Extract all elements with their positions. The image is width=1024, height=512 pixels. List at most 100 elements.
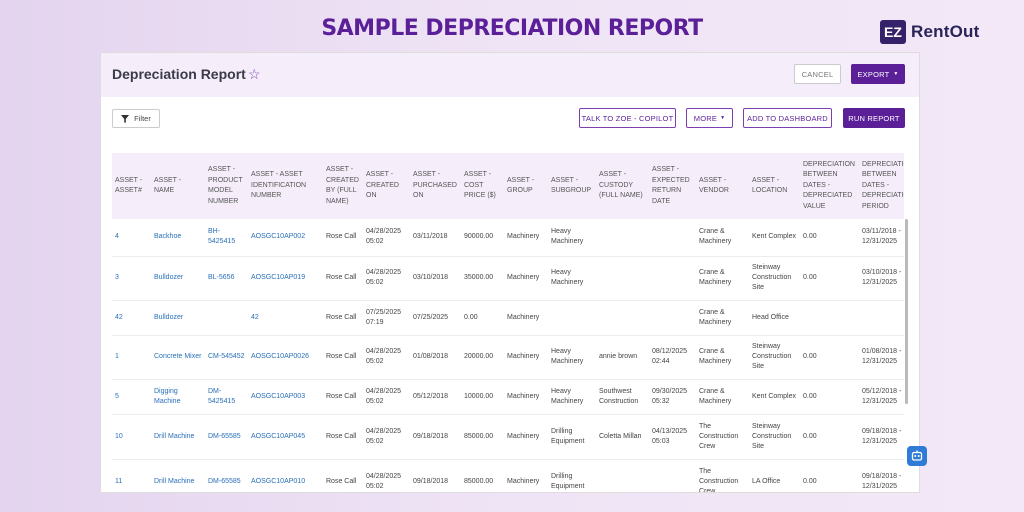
custody-cell [596, 219, 649, 257]
filter-button[interactable]: Filter [112, 109, 160, 128]
asset-number-link[interactable]: 4 [112, 219, 151, 257]
vendor-cell: The Construction Crew [696, 459, 749, 492]
depreciation-period-cell [859, 300, 904, 336]
column-header-depreciated-value[interactable]: DEPRECIATION BETWEEN DATES - DEPRECIATED… [800, 153, 859, 219]
group-cell: Machinery [504, 379, 548, 415]
group-cell: Machinery [504, 335, 548, 380]
vendor-cell: Crane & Machinery [696, 379, 749, 415]
asset-number-link[interactable]: 11 [112, 459, 151, 492]
vendor-cell: Crane & Machinery [696, 335, 749, 380]
subgroup-cell: Drilling Equipment [548, 459, 596, 492]
asset-number-link[interactable]: 1 [112, 335, 151, 380]
depreciation-period-cell: 03/11/2018 - 12/31/2025 [859, 219, 904, 257]
model-number-link[interactable]: BL-5656 [205, 256, 248, 301]
more-button[interactable]: MORE ▼ [686, 108, 733, 128]
group-cell: Machinery [504, 256, 548, 301]
add-to-dashboard-button[interactable]: ADD TO DASHBOARD [743, 108, 832, 128]
column-header-created-by[interactable]: ASSET - CREATED BY (FULL NAME) [323, 153, 363, 219]
column-header-purchased-on[interactable]: ASSET - PURCHASED ON [410, 153, 461, 219]
column-header-identification-number[interactable]: ASSET - ASSET IDENTIFICATION NUMBER [248, 153, 323, 219]
identification-number-link[interactable]: AOSGC10AP003 [248, 379, 323, 415]
expected-return-cell [649, 300, 696, 336]
created-on-cell: 04/28/2025 05:02 [363, 219, 410, 257]
asset-number-link[interactable]: 10 [112, 414, 151, 460]
identification-number-link[interactable]: AOSGC10AP0026 [248, 335, 323, 380]
subgroup-cell: Drilling Equipment [548, 414, 596, 460]
model-number-link[interactable] [205, 300, 248, 336]
created-on-cell: 07/25/2025 07:19 [363, 300, 410, 336]
depreciated-value-cell: 0.00 [800, 219, 859, 257]
asset-number-link[interactable]: 5 [112, 379, 151, 415]
identification-number-link[interactable]: AOSGC10AP002 [248, 219, 323, 257]
asset-name-link[interactable]: Bulldozer [151, 300, 205, 336]
brand-logo: EZ RentOut [880, 20, 979, 44]
cost-price-cell: 90000.00 [461, 219, 504, 257]
identification-number-link[interactable]: 42 [248, 300, 323, 336]
identification-number-link[interactable]: AOSGC10AP045 [248, 414, 323, 460]
column-header-location[interactable]: ASSET - LOCATION [749, 153, 800, 219]
location-cell: Steinway Construction Site [749, 335, 800, 380]
created-on-cell: 04/28/2025 05:02 [363, 379, 410, 415]
column-header-vendor[interactable]: ASSET - VENDOR [696, 153, 749, 219]
column-header-cost-price[interactable]: ASSET - COST PRICE ($) [461, 153, 504, 219]
location-cell: Head Office [749, 300, 800, 336]
chatbot-button[interactable] [907, 446, 927, 466]
column-header-name[interactable]: ASSET - NAME [151, 153, 205, 219]
asset-name-link[interactable]: Backhoe [151, 219, 205, 257]
group-cell: Machinery [504, 414, 548, 460]
talk-to-zoe-button[interactable]: TALK TO ZOE - COPILOT [579, 108, 676, 128]
run-report-button[interactable]: RUN REPORT [843, 108, 905, 128]
column-header-group[interactable]: ASSET - GROUP [504, 153, 548, 219]
export-button[interactable]: EXPORT ▼ [851, 64, 905, 84]
cost-price-cell: 35000.00 [461, 256, 504, 301]
banner-title: SAMPLE DEPRECIATION REPORT [321, 16, 703, 41]
model-number-link[interactable]: DM-65585 [205, 459, 248, 492]
column-header-depreciation-period[interactable]: DEPRECIATION BETWEEN DATES - DEPRECIATIO… [859, 153, 904, 219]
cancel-button[interactable]: CANCEL [794, 64, 841, 84]
asset-name-link[interactable]: Bulldozer [151, 256, 205, 301]
cost-price-cell: 85000.00 [461, 414, 504, 460]
more-label: MORE [693, 113, 718, 123]
depreciation-period-cell: 05/12/2018 - 12/31/2025 [859, 379, 904, 415]
column-header-expected-return-date[interactable]: ASSET - EXPECTED RETURN DATE [649, 153, 696, 219]
asset-name-link[interactable]: Concrete Mixer [151, 335, 205, 380]
asset-name-link[interactable]: Digging Machine [151, 379, 205, 415]
table-scrollbar[interactable] [905, 219, 908, 404]
location-cell: LA Office [749, 459, 800, 492]
asset-name-link[interactable]: Drill Machine [151, 459, 205, 492]
filter-label: Filter [134, 114, 151, 123]
identification-number-link[interactable]: AOSGC10AP010 [248, 459, 323, 492]
identification-number-link[interactable]: AOSGC10AP019 [248, 256, 323, 301]
model-number-link[interactable]: BH-5425415 [205, 219, 248, 257]
depreciated-value-cell: 0.00 [800, 414, 859, 460]
created-by-cell: Rose Call [323, 414, 363, 460]
star-icon[interactable]: ☆ [248, 66, 261, 82]
created-by-cell: Rose Call [323, 379, 363, 415]
expected-return-cell [649, 219, 696, 257]
table-row: 4 Backhoe BH-5425415 AOSGC10AP002 Rose C… [112, 219, 904, 257]
caret-down-icon: ▼ [893, 71, 899, 77]
model-number-link[interactable]: CM-545452 [205, 335, 248, 380]
column-header-model-number[interactable]: ASSET - PRODUCT MODEL NUMBER [205, 153, 248, 219]
purchased-on-cell: 09/18/2018 [410, 459, 461, 492]
caret-down-icon: ▼ [720, 115, 726, 121]
created-by-cell: Rose Call [323, 459, 363, 492]
cost-price-cell: 85000.00 [461, 459, 504, 492]
expected-return-cell [649, 256, 696, 301]
vendor-cell: Crane & Machinery [696, 219, 749, 257]
column-header-asset-number[interactable]: ASSET - ASSET# [112, 153, 151, 219]
custody-cell: Southwest Construction [596, 379, 649, 415]
location-cell: Steinway Construction Site [749, 414, 800, 460]
model-number-link[interactable]: DM-5425415 [205, 379, 248, 415]
column-header-created-on[interactable]: ASSET - CREATED ON [363, 153, 410, 219]
created-on-cell: 04/28/2025 05:02 [363, 459, 410, 492]
purchased-on-cell: 05/12/2018 [410, 379, 461, 415]
asset-name-link[interactable]: Drill Machine [151, 414, 205, 460]
vendor-cell: Crane & Machinery [696, 300, 749, 336]
column-header-subgroup[interactable]: ASSET - SUBGROUP [548, 153, 596, 219]
model-number-link[interactable]: DM-65585 [205, 414, 248, 460]
asset-number-link[interactable]: 3 [112, 256, 151, 301]
column-header-custody[interactable]: ASSET - CUSTODY (FULL NAME) [596, 153, 649, 219]
asset-number-link[interactable]: 42 [112, 300, 151, 336]
purchased-on-cell: 03/11/2018 [410, 219, 461, 257]
